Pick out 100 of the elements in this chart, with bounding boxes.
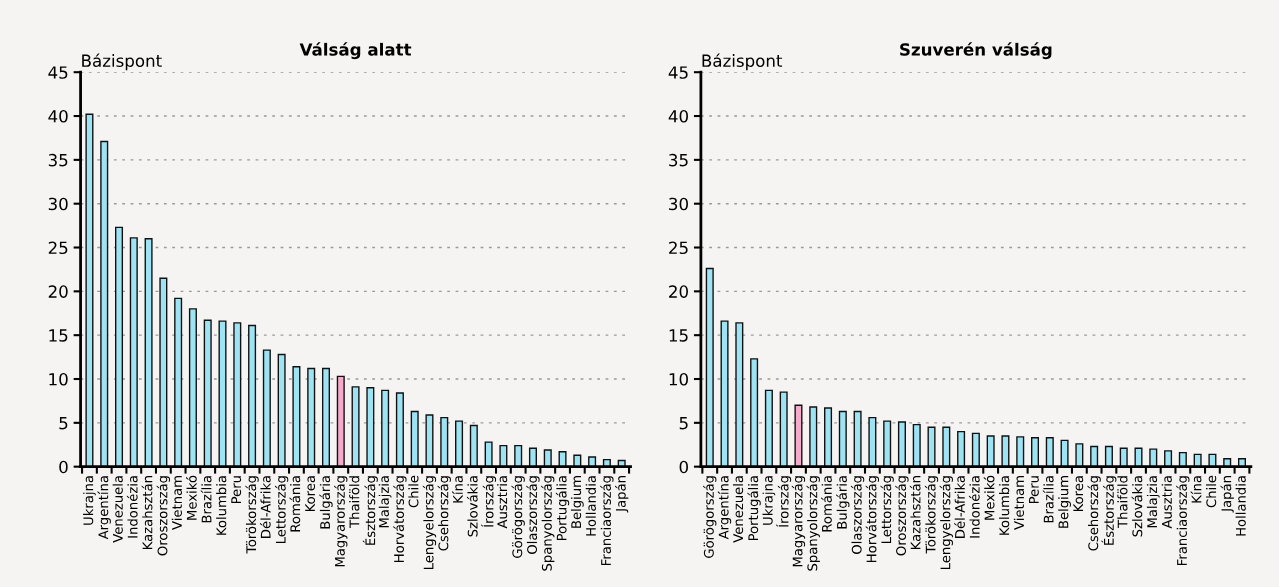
y-tick-label: 40 <box>48 109 68 123</box>
bar <box>986 435 995 467</box>
x-tick-label: Ausztria <box>1161 476 1172 529</box>
x-tick-label: Észtország <box>1101 476 1117 545</box>
x-tick-label: Magyarország <box>334 476 348 567</box>
bar <box>1030 437 1040 467</box>
y-tick-label: 35 <box>669 153 688 167</box>
bar <box>248 324 257 467</box>
bar <box>218 320 227 467</box>
x-tick-label: Dél-Afrika <box>259 476 271 538</box>
x-tick-label: Szlovákia <box>1131 476 1143 537</box>
bar <box>203 319 212 467</box>
x-tick-label: Románia <box>821 476 832 532</box>
x-tick-label: Oroszország <box>895 476 909 556</box>
bar <box>499 444 508 467</box>
x-tick-label: Belgium <box>1058 476 1071 528</box>
bar <box>868 416 877 467</box>
bar <box>1134 447 1143 467</box>
bar <box>381 389 390 467</box>
x-tick-label: Magyarország <box>791 476 806 567</box>
y-tick-label: 25 <box>669 241 688 255</box>
y-tick-label: 10 <box>669 372 688 386</box>
bar <box>277 353 286 467</box>
bar <box>543 449 552 467</box>
x-tick-label: Belgium <box>570 476 584 528</box>
bar <box>366 387 375 467</box>
bar <box>1164 450 1173 467</box>
y-tick-label: 5 <box>59 417 68 430</box>
x-tick-label: Törökország <box>924 476 939 554</box>
x-tick-label: Olaszország <box>850 476 865 554</box>
bar <box>129 237 138 467</box>
x-tick-label: Kazahsztán <box>141 476 153 549</box>
bar <box>174 297 183 467</box>
bar <box>351 386 360 467</box>
x-tick-label: Horvátország <box>865 476 880 562</box>
x-tick-label: Bulgária <box>319 476 333 529</box>
x-tick-label: Indonézia <box>968 476 980 538</box>
y-tick-label: 30 <box>48 197 68 211</box>
bar <box>307 367 316 467</box>
bar <box>705 267 714 467</box>
bar <box>720 320 729 467</box>
bar <box>395 392 404 467</box>
y-tick-label: 25 <box>48 241 68 255</box>
bar <box>85 113 94 467</box>
x-tick-label: Kazahsztán <box>909 476 921 549</box>
bar <box>1075 443 1084 467</box>
x-tick-label: Görögország <box>703 476 717 558</box>
x-tick-label: Oroszország <box>156 476 171 556</box>
y-tick-label: 5 <box>679 417 688 430</box>
y-tick-label: 10 <box>49 372 68 386</box>
x-tick-label: Vietnam <box>171 476 182 530</box>
bar <box>1045 437 1054 467</box>
y-tick-label: 0 <box>679 460 688 474</box>
x-tick-label: Olaszország <box>526 476 540 554</box>
bar <box>558 451 567 467</box>
x-tick-label: Kína <box>1190 476 1202 503</box>
x-tick-label: Chile <box>408 475 419 508</box>
chart-title: Szuverén válság <box>900 42 1052 60</box>
x-tick-label: Bulgária <box>836 476 850 529</box>
bar <box>292 366 301 467</box>
x-tick-label: Hollandia <box>1235 476 1246 536</box>
x-tick-label: Venezuela <box>112 476 123 543</box>
bar <box>883 420 892 467</box>
x-tick-label: Franciaország <box>1176 476 1190 565</box>
x-tick-label: Peru <box>1029 476 1039 504</box>
x-tick-label: Japán <box>1220 476 1234 513</box>
x-tick-label: Kína <box>452 476 463 503</box>
y-axis-title: Bázispont <box>702 53 783 71</box>
x-tick-label: Thaiföld <box>349 476 360 528</box>
y-tick-label: 15 <box>49 329 68 342</box>
y-tick-label: 0 <box>59 460 68 474</box>
bar <box>853 410 862 467</box>
bar <box>1090 445 1099 467</box>
bar <box>114 226 124 467</box>
y-tick-label: 35 <box>48 153 68 167</box>
bar <box>1001 435 1010 467</box>
bar <box>410 410 419 467</box>
bar <box>469 424 478 467</box>
x-tick-label: Argentína <box>97 476 111 540</box>
x-tick-label: Indonézia <box>126 476 138 538</box>
x-tick-label: Franciaország <box>600 476 614 565</box>
bar <box>735 322 744 467</box>
bar <box>897 421 906 467</box>
bar <box>809 406 818 467</box>
x-tick-label: Korea <box>305 476 316 512</box>
bar <box>794 404 803 467</box>
x-tick-label: Csehország <box>437 476 451 551</box>
x-tick-label: Lettország <box>880 476 894 544</box>
bar <box>144 238 153 467</box>
x-tick-label: Mexikó <box>983 475 995 520</box>
x-tick-label: Portugália <box>747 476 761 541</box>
bar <box>779 391 788 467</box>
x-tick-label: Mexikó <box>186 475 197 520</box>
bar <box>927 426 936 467</box>
x-tick-label: Japán <box>615 476 629 513</box>
x-tick-label: Kolumbia <box>999 476 1010 535</box>
x-tick-label: Brazília <box>1042 476 1054 523</box>
y-tick-label: 40 <box>668 109 688 123</box>
x-tick-label: Románia <box>289 476 301 532</box>
x-tick-label: Hollandia <box>585 476 596 536</box>
